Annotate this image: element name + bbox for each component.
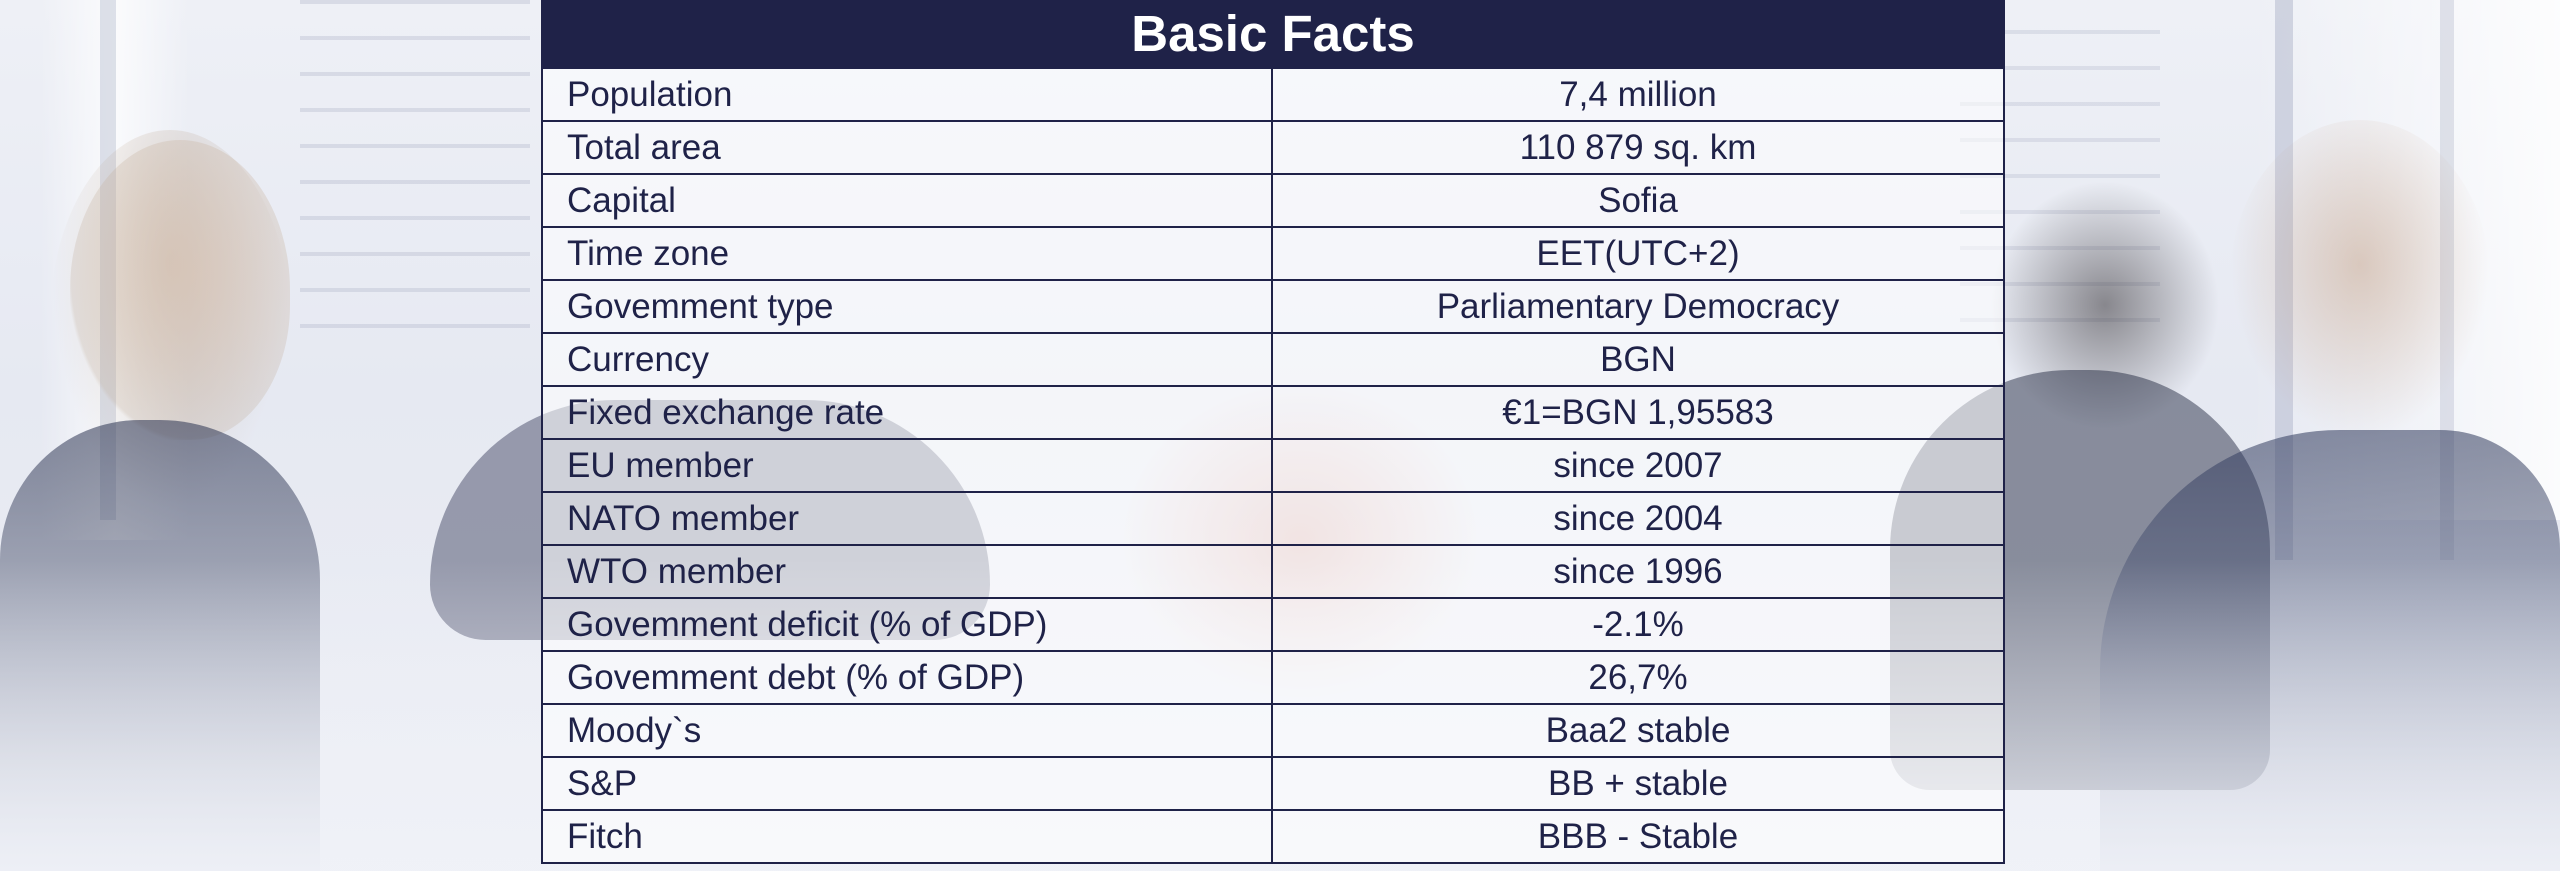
- table-row: Fitch BBB - Stable: [543, 809, 2003, 862]
- table-row: Moody`s Baa2 stable: [543, 703, 2003, 756]
- window-frame-right: [2275, 0, 2293, 560]
- window-frame-right-2: [2440, 0, 2454, 560]
- row-label: WTO member: [543, 546, 1273, 597]
- row-value: BGN: [1600, 340, 1676, 379]
- window-blinds-left: [300, 0, 530, 340]
- table-row: EU member since 2007: [543, 438, 2003, 491]
- table-row: Fixed exchange rate €1=BGN 1,95583: [543, 385, 2003, 438]
- table-row: S&P BB + stable: [543, 756, 2003, 809]
- row-value: BBB - Stable: [1537, 817, 1739, 856]
- table-body: Population 7,4 million Total area 110 879 s…: [543, 67, 2003, 862]
- row-value: since 1996: [1553, 552, 1723, 591]
- table-title: Basic Facts: [543, 0, 2003, 67]
- row-label: Fitch: [543, 811, 1273, 862]
- table-row: Total area 110 879 sq. km: [543, 120, 2003, 173]
- row-value: -2.1%: [1592, 605, 1684, 644]
- row-value: since 2007: [1553, 446, 1723, 485]
- row-label: Currency: [543, 334, 1273, 385]
- table-row: Currency BGN: [543, 332, 2003, 385]
- person-man-right-head: [2230, 120, 2490, 440]
- row-value: 7,4 million: [1559, 75, 1717, 114]
- row-value: Baa2 stable: [1545, 711, 1731, 750]
- row-label: EU member: [543, 440, 1273, 491]
- basic-facts-table: Basic Facts Population 7,4 million Total a…: [541, 0, 2005, 864]
- row-value: Parliamentary Democracy: [1436, 287, 1840, 326]
- table-row: Govemment type Parliamentary Democracy: [543, 279, 2003, 332]
- row-label: Time zone: [543, 228, 1273, 279]
- row-label: Govemment deficit (% of GDP): [543, 599, 1273, 650]
- row-label: Moody`s: [543, 705, 1273, 756]
- row-value: EET(UTC+2): [1536, 234, 1740, 273]
- table-row: WTO member since 1996: [543, 544, 2003, 597]
- row-value: €1=BGN 1,95583: [1502, 393, 1774, 432]
- row-value: 110 879 sq. km: [1519, 128, 1757, 167]
- person-woman-left-head: [70, 140, 290, 440]
- row-value: Sofia: [1598, 181, 1678, 220]
- row-value: BB + stable: [1548, 764, 1728, 803]
- row-label: Population: [543, 69, 1273, 120]
- row-value: since 2004: [1553, 499, 1723, 538]
- table-row: Population 7,4 million: [543, 67, 2003, 120]
- table-row: Govemment deficit (% of GDP) -2.1%: [543, 597, 2003, 650]
- row-value: 26,7%: [1588, 658, 1688, 697]
- row-label: Capital: [543, 175, 1273, 226]
- table-row: NATO member since 2004: [543, 491, 2003, 544]
- row-label: NATO member: [543, 493, 1273, 544]
- table-row: Govemment debt (% of GDP) 26,7%: [543, 650, 2003, 703]
- table-row: Time zone EET(UTC+2): [543, 226, 2003, 279]
- row-label: Govemment type: [543, 281, 1273, 332]
- row-label: Fixed exchange rate: [543, 387, 1273, 438]
- row-label: Govemment debt (% of GDP): [543, 652, 1273, 703]
- row-label: Total area: [543, 122, 1273, 173]
- table-row: Capital Sofia: [543, 173, 2003, 226]
- row-label: S&P: [543, 758, 1273, 809]
- person-woman-right-head: [1990, 180, 2220, 430]
